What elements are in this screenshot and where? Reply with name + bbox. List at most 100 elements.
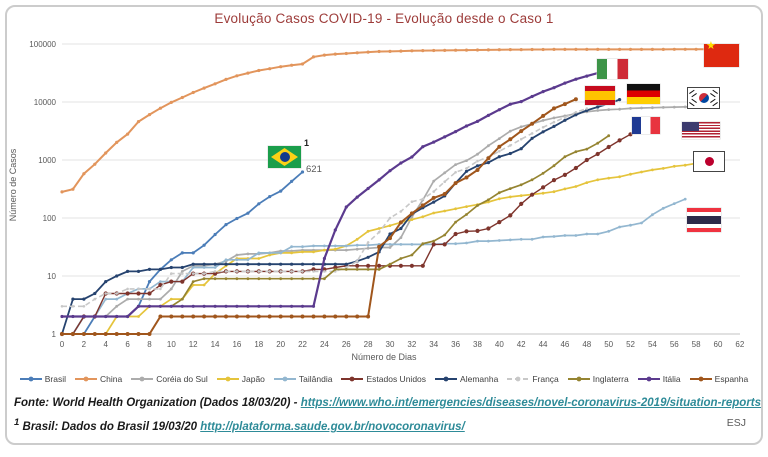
series-marker	[454, 130, 458, 134]
legend-label-franca: França	[532, 374, 559, 384]
series-marker	[487, 200, 490, 204]
series-marker	[465, 213, 468, 216]
legend-swatch-tailandia	[273, 376, 296, 382]
series-marker	[388, 262, 392, 266]
series-marker	[596, 109, 600, 112]
who-link[interactable]: https://www.who.int/emergencies/diseases…	[300, 397, 762, 409]
series-marker	[530, 237, 534, 241]
series-marker	[81, 332, 86, 336]
legend-item-franca: França	[507, 374, 559, 384]
series-marker	[366, 241, 370, 244]
x-tick-label: 2	[82, 340, 87, 349]
series-marker	[71, 297, 75, 301]
series-marker	[180, 270, 184, 273]
series-marker	[443, 209, 447, 213]
series-marker	[508, 137, 513, 142]
series-marker	[454, 220, 457, 224]
series-marker	[464, 124, 469, 128]
series-marker	[246, 304, 250, 308]
x-tick-label: 28	[364, 340, 373, 349]
series-marker	[279, 304, 283, 308]
series-marker	[454, 171, 457, 174]
series-marker	[464, 169, 469, 173]
series-marker	[257, 251, 261, 255]
series-marker	[278, 314, 283, 319]
series-marker	[508, 213, 513, 218]
series-marker	[268, 304, 272, 308]
series-marker	[574, 234, 578, 237]
series-marker	[213, 232, 217, 237]
series-marker	[431, 195, 436, 200]
series-marker	[279, 270, 283, 273]
series-marker	[552, 164, 556, 168]
series-marker	[574, 47, 578, 52]
series-marker	[541, 47, 545, 52]
usa-flag-canton	[682, 122, 700, 132]
series-marker	[268, 270, 272, 273]
series-marker	[115, 140, 119, 144]
series-marker	[213, 271, 218, 276]
x-tick-label: 16	[232, 340, 241, 349]
x-tick-label: 18	[254, 340, 263, 349]
series-marker	[355, 268, 359, 271]
series-marker	[628, 132, 633, 137]
series-marker	[169, 265, 173, 270]
series-marker	[607, 108, 611, 111]
series-marker	[366, 314, 371, 319]
y-tick-label: 10	[47, 272, 56, 281]
series-marker	[213, 277, 217, 281]
series-marker	[246, 211, 250, 215]
series-marker	[344, 248, 348, 252]
series-marker	[235, 258, 239, 262]
series-marker	[93, 297, 97, 301]
series-marker	[683, 105, 687, 109]
series-marker	[290, 262, 294, 266]
series-marker	[312, 250, 315, 254]
legend-item-estados-unidos: Estados Unidos	[341, 374, 426, 384]
series-marker	[191, 304, 195, 308]
series-marker	[497, 137, 501, 141]
series-marker	[126, 287, 129, 291]
series-marker	[618, 175, 621, 179]
series-marker	[355, 247, 359, 251]
brasil-footnote-sup: 1	[14, 417, 20, 428]
series-marker	[268, 251, 272, 255]
series-marker	[180, 297, 184, 301]
series-marker	[640, 106, 643, 110]
series-marker	[300, 304, 305, 308]
series-marker	[508, 195, 512, 199]
chart-legend: Brasil China Coréia do Sul Japão Tailândia Es…	[0, 374, 768, 384]
series-marker	[136, 269, 141, 273]
series-marker	[487, 239, 490, 243]
series-marker	[421, 215, 425, 219]
series-marker	[596, 105, 600, 109]
series-marker	[158, 304, 162, 308]
series-marker	[169, 258, 173, 262]
x-tick-label: 42	[517, 340, 526, 349]
series-marker	[377, 263, 382, 268]
series-marker	[596, 178, 600, 182]
series-marker	[552, 190, 556, 194]
series-marker	[562, 102, 567, 107]
series-marker	[147, 291, 152, 296]
source-brasil-text: Brasil: Dados do Brasil 19/03/20	[19, 420, 201, 433]
y-axis-label: Número de Casos	[8, 148, 18, 222]
brasil-link[interactable]: http://plataforma.saude.gov.br/novocoron…	[200, 420, 465, 433]
series-marker	[344, 314, 349, 319]
series-marker	[70, 332, 75, 336]
series-marker	[202, 304, 206, 308]
legend-swatch-alemanha	[435, 376, 458, 382]
series-marker	[377, 230, 381, 234]
series-marker	[552, 235, 556, 238]
series-marker	[191, 314, 196, 319]
series-marker	[82, 314, 86, 319]
series-marker	[465, 241, 468, 245]
series-marker	[301, 250, 304, 254]
series-marker	[82, 305, 86, 308]
series-marker	[432, 239, 436, 243]
china-flag-star: ★	[706, 40, 716, 52]
japan-flag-sun	[704, 157, 714, 166]
series-marker	[235, 74, 239, 78]
series-marker	[377, 268, 381, 271]
series-marker	[497, 239, 501, 242]
